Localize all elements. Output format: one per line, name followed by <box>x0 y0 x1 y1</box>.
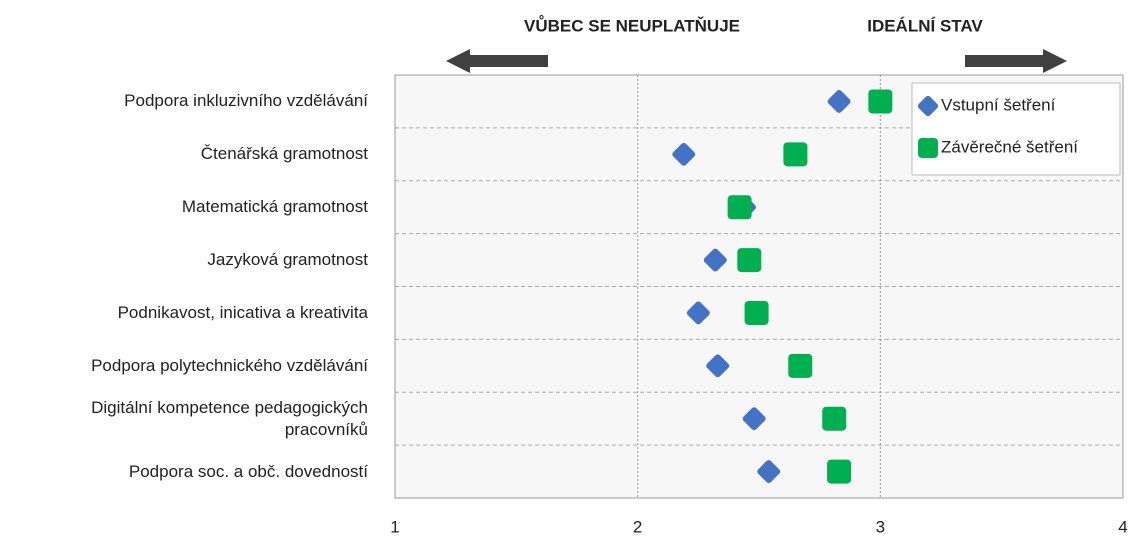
marker-diamond <box>742 407 766 431</box>
marker-diamond <box>917 95 939 117</box>
legend-label: Vstupní šetření <box>941 95 1056 114</box>
marker-square <box>788 353 813 378</box>
category-label: Čtenářská gramotnost <box>200 144 368 164</box>
annotation: IDEÁLNÍ STAV <box>867 16 983 35</box>
category-label: Jazyková gramotnost <box>207 250 368 270</box>
right-arrow <box>965 49 1067 73</box>
marker-diamond <box>827 89 851 113</box>
category-label: Podpora inkluzivního vzdělávání <box>124 91 368 111</box>
marker-diamond <box>672 142 696 166</box>
marker-diamond <box>706 354 730 378</box>
marker-diamond <box>703 248 727 272</box>
x-tick-label: 1 <box>390 517 399 536</box>
category-label: Podpora polytechnického vzdělávání <box>91 355 368 375</box>
category-label: Podpora soc. a obč. dovedností <box>128 461 368 481</box>
marker-square <box>822 406 847 431</box>
marker-square <box>918 138 938 158</box>
marker-square <box>827 459 852 484</box>
legend-label: Závěrečné šetření <box>941 137 1078 156</box>
category-label: Podnikavost, inicativa a kreativita <box>117 302 368 322</box>
marker-square <box>727 195 752 220</box>
category-label: Matematická gramotnost <box>181 197 368 217</box>
marker-diamond <box>757 460 781 484</box>
marker-square <box>783 142 808 167</box>
x-tick-label: 2 <box>633 517 642 536</box>
marker-diamond <box>686 301 710 325</box>
annotation: VŮBEC SE NEUPLATŇUJE <box>524 15 740 35</box>
left-arrow <box>446 49 548 73</box>
marker-square <box>868 89 893 114</box>
x-tick-label: 4 <box>1118 517 1127 536</box>
marker-square <box>744 300 769 325</box>
x-tick-label: 3 <box>876 517 885 536</box>
category-label: Digitální kompetence pedagogických praco… <box>91 397 368 439</box>
marker-square <box>737 248 762 273</box>
legend-box <box>911 82 1121 176</box>
